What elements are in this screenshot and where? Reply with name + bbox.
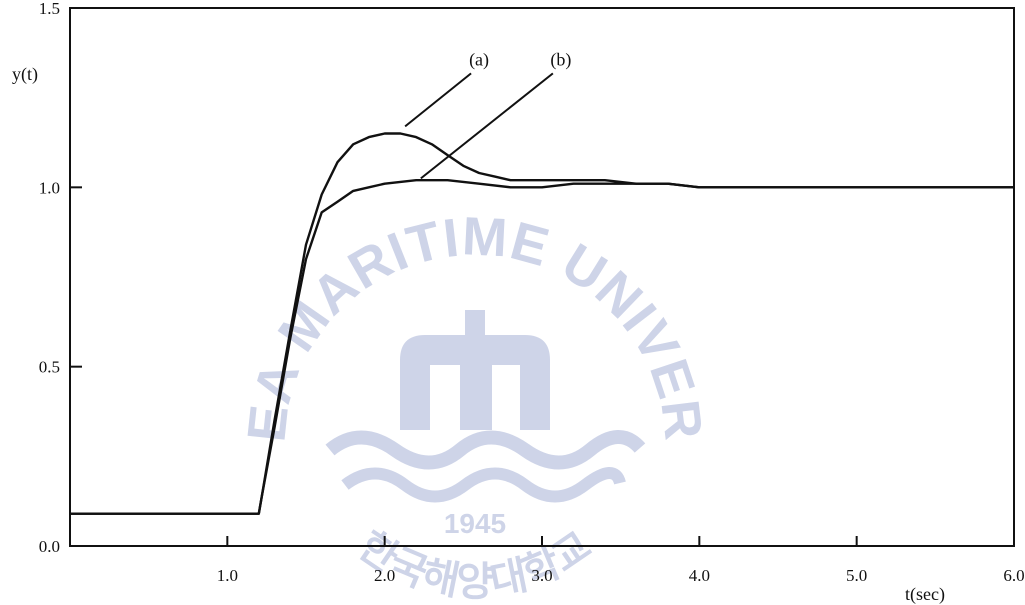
- series-line-b: [70, 179, 1014, 515]
- y-tick-label: 0.0: [39, 537, 60, 556]
- y-tick-label: 1.5: [39, 0, 60, 18]
- x-axis-ticks: 1.0 2.0 3.0 4.0 5.0 6.0: [217, 536, 1025, 585]
- x-tick-label: 4.0: [689, 566, 710, 585]
- watermark-wave-1: [325, 430, 646, 470]
- x-tick-label: 5.0: [846, 566, 867, 585]
- watermark-building-icon: [400, 335, 550, 430]
- y-tick-label: 1.0: [39, 178, 60, 197]
- svg-text:KOREA MARITIME UNIVERSITY: KOREA MARITIME UNIVERSITY: [0, 0, 713, 445]
- series-label-a: (a): [469, 49, 489, 70]
- x-tick-label: 6.0: [1003, 566, 1024, 585]
- x-tick-label: 1.0: [217, 566, 238, 585]
- leader-line-a: [404, 72, 472, 128]
- y-axis-label: y(t): [12, 64, 38, 85]
- watermark-arc-text: KOREA MARITIME UNIVERSITY: [0, 0, 713, 445]
- annotation-layer: (a) (b): [404, 49, 571, 180]
- leader-line-b: [420, 72, 554, 180]
- x-tick-label: 2.0: [374, 566, 395, 585]
- x-tick-label: 3.0: [531, 566, 552, 585]
- watermark-year: 1945: [444, 508, 506, 539]
- y-axis-ticks: 0.0 0.5 1.0 1.5: [39, 0, 82, 556]
- watermark-wave-2: [341, 467, 626, 503]
- x-axis-label: t(sec): [905, 584, 945, 605]
- series-label-b: (b): [550, 49, 571, 70]
- series-layer: [70, 132, 1014, 515]
- y-tick-label: 0.5: [39, 358, 60, 377]
